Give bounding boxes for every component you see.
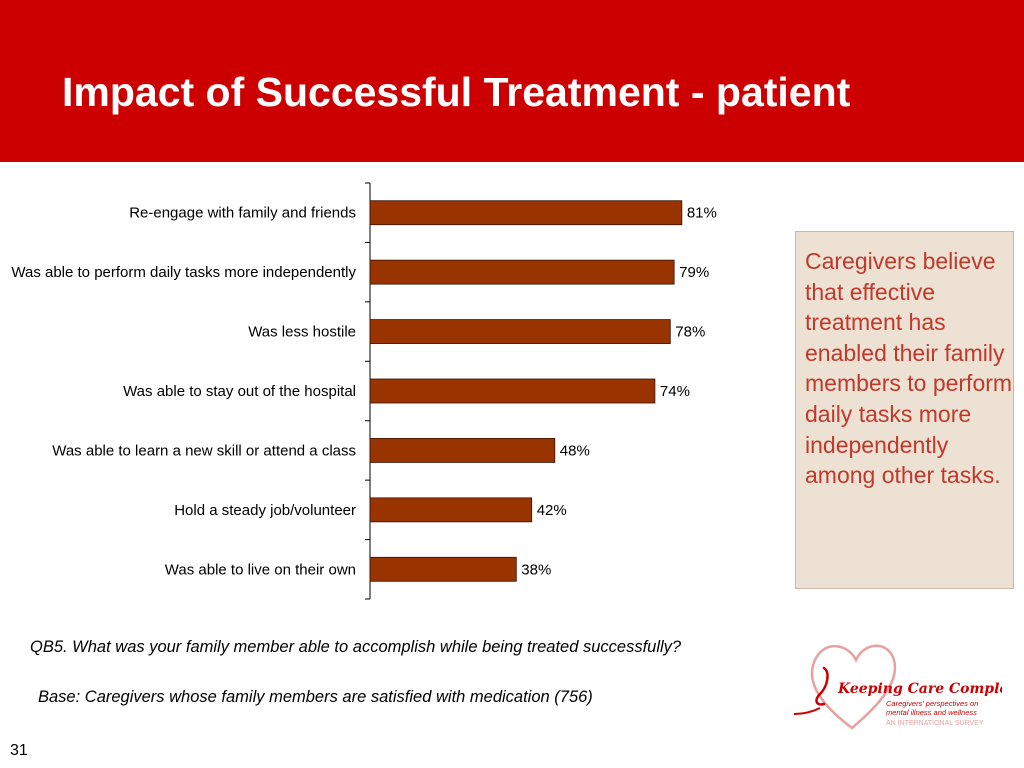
title-banner: Impact of Successful Treatment - patient — [0, 0, 1024, 162]
bar — [369, 556, 517, 582]
logo-tagline-2: mental illness and wellness — [886, 708, 977, 717]
bar — [369, 319, 671, 344]
bar-chart: 81% Re-engage with family and friends 79% W… — [11, 182, 717, 600]
bar — [369, 259, 675, 285]
bar — [369, 200, 683, 226]
data-label: 48% — [560, 442, 590, 459]
data-label: 78% — [675, 324, 705, 341]
data-label: 38% — [521, 561, 551, 578]
heart-outline-icon — [810, 644, 897, 730]
category-label: Hold a steady job/volunteer — [174, 502, 356, 519]
bar — [369, 497, 533, 523]
bar — [369, 378, 656, 404]
keeping-care-complete-logo: Keeping Care Complete Caregivers' perspe… — [793, 644, 1002, 730]
category-label: Was less hostile — [248, 324, 356, 341]
slide-number: 31 — [10, 742, 28, 759]
data-label: 42% — [537, 502, 567, 519]
category-label: Re-engage with family and friends — [129, 205, 356, 222]
slide-title: Impact of Successful Treatment - patient — [62, 69, 851, 115]
data-label: 79% — [679, 264, 709, 281]
category-label: Was able to perform daily tasks more ind… — [11, 264, 356, 281]
bar — [369, 438, 556, 463]
callout-text: Caregivers believe that effective treatm… — [805, 248, 1013, 489]
data-label: 81% — [687, 205, 717, 222]
figure-icon — [815, 666, 829, 706]
logo-tagline-1: Caregivers' perspectives on — [886, 699, 978, 708]
category-label: Was able to live on their own — [165, 561, 356, 578]
squiggle-line-icon — [793, 707, 821, 715]
survey-base: Base: Caregivers whose family members ar… — [38, 688, 593, 706]
survey-question: QB5. What was your family member able to… — [30, 638, 682, 656]
category-label: Was able to learn a new skill or attend … — [52, 442, 356, 459]
logo-name: Keeping Care Complete — [837, 681, 1002, 697]
category-label: Was able to stay out of the hospital — [123, 383, 356, 400]
callout-box: Caregivers believe that effective treatm… — [795, 231, 1014, 589]
logo-tagline-3: AN INTERNATIONAL SURVEY — [886, 720, 984, 727]
data-label: 74% — [660, 383, 690, 400]
